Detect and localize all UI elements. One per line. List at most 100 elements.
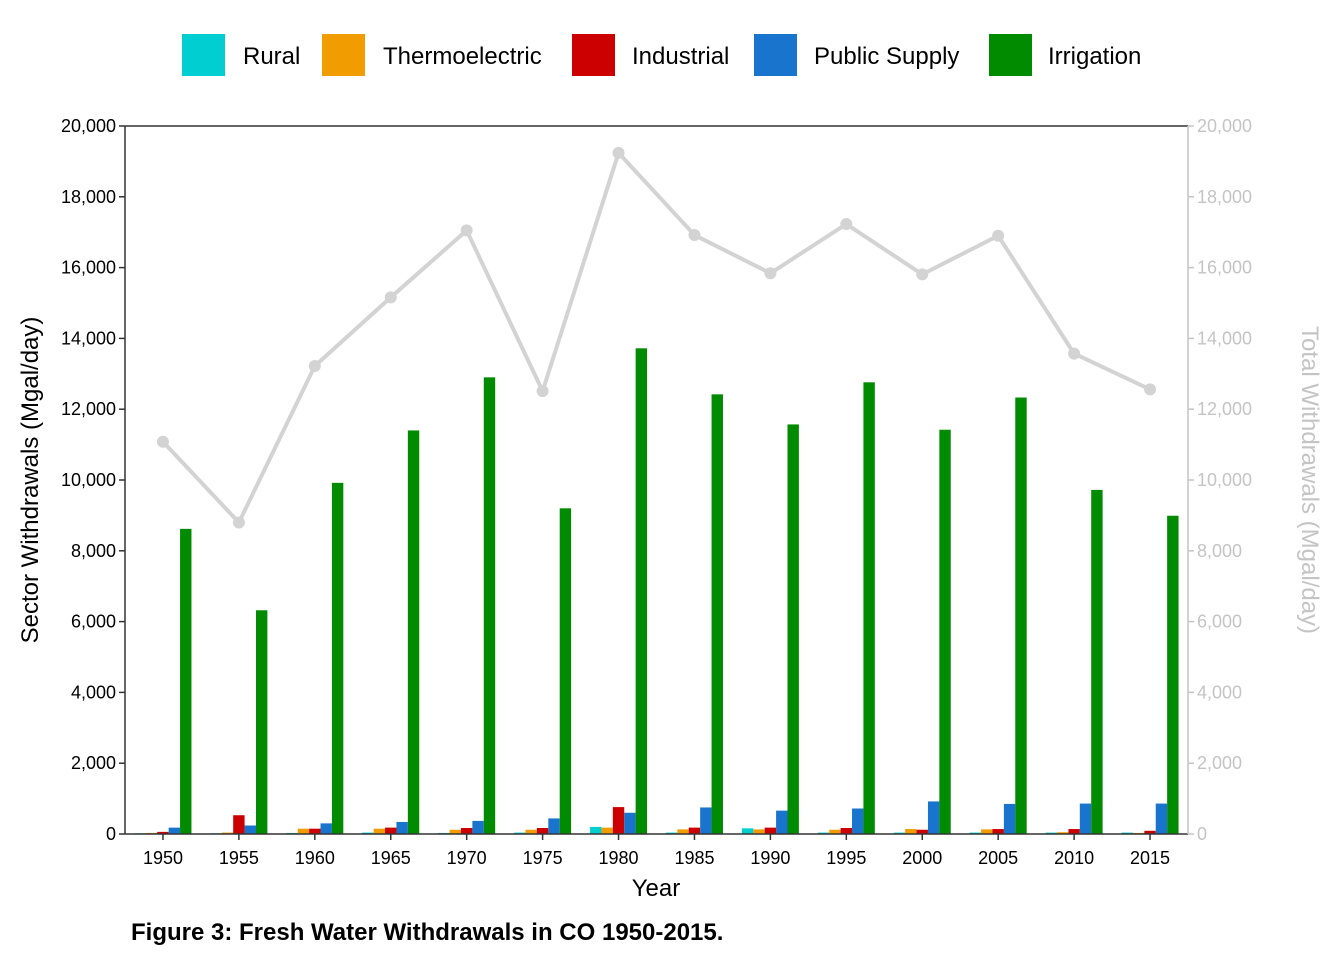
legend-label-rural: Rural xyxy=(243,43,300,70)
y-tick-label: 8,000 xyxy=(71,541,116,561)
bar-irrigation-1965 xyxy=(407,430,420,834)
bar-industrial-1960 xyxy=(309,828,321,834)
y2-tick-label: 20,000 xyxy=(1197,116,1252,136)
bar-industrial-1955 xyxy=(233,815,245,834)
bar-industrial-1995 xyxy=(840,827,853,834)
bar-public-supply-2015 xyxy=(1155,803,1168,834)
x-axis-title: Year xyxy=(632,875,681,902)
total-point-2005 xyxy=(992,229,1005,242)
x-tick-label-1970: 1970 xyxy=(447,848,487,868)
total-point-1950 xyxy=(156,435,169,448)
legend: Rural Thermoelectric Industrial Public S… xyxy=(182,34,1141,76)
x-tick-label-2005: 2005 xyxy=(978,848,1018,868)
bar-thermoelectric-1970 xyxy=(449,829,461,834)
bar-public-supply-1990 xyxy=(776,810,788,834)
x-tick-label-1995: 1995 xyxy=(826,848,866,868)
total-point-1970 xyxy=(460,224,473,237)
bar-industrial-2000 xyxy=(916,829,928,834)
y-tick-label: 20,000 xyxy=(61,116,116,136)
legend-swatch-industrial xyxy=(572,34,615,76)
bar-public-supply-2010 xyxy=(1079,803,1092,834)
axes-group: 0 0 2,000 2,000 4,000 4,000 6,000 6,000 8,000 8,0… xyxy=(61,116,1252,868)
bar-thermoelectric-1985 xyxy=(677,829,689,834)
bar-irrigation-1955 xyxy=(255,610,268,834)
y2-tick-label: 8,000 xyxy=(1197,541,1242,561)
bar-thermoelectric-1960 xyxy=(297,828,310,834)
bar-irrigation-2010 xyxy=(1091,489,1103,834)
x-tick-label-1975: 1975 xyxy=(523,848,563,868)
legend-swatch-public-supply xyxy=(754,34,797,76)
x-tick-label-2010: 2010 xyxy=(1054,848,1094,868)
bar-thermoelectric-2010 xyxy=(1057,832,1069,834)
x-tick-label-1965: 1965 xyxy=(371,848,411,868)
bar-public-supply-1950 xyxy=(168,827,181,834)
bar-public-supply-1955 xyxy=(244,825,256,834)
y2-tick-label: 6,000 xyxy=(1197,612,1242,632)
legend-swatch-thermoelectric xyxy=(322,34,365,76)
y-tick-label: 14,000 xyxy=(61,328,116,348)
total-point-1955 xyxy=(232,516,245,529)
bar-industrial-1985 xyxy=(688,827,701,834)
total-point-2015 xyxy=(1144,383,1157,396)
bar-industrial-2010 xyxy=(1068,829,1080,834)
bar-irrigation-1990 xyxy=(787,424,799,834)
total-point-1960 xyxy=(308,360,321,373)
y2-tick-label: 12,000 xyxy=(1197,399,1252,419)
bar-public-supply-1985 xyxy=(700,807,712,834)
bar-irrigation-2000 xyxy=(939,429,951,834)
bar-thermoelectric-1965 xyxy=(373,828,386,834)
y-tick-label: 12,000 xyxy=(61,399,116,419)
bar-public-supply-1965 xyxy=(396,821,408,834)
total-point-1965 xyxy=(384,291,397,304)
bar-industrial-1975 xyxy=(536,827,549,834)
bar-public-supply-1960 xyxy=(320,823,332,834)
x-tick-label-2015: 2015 xyxy=(1130,848,1170,868)
bar-thermoelectric-1995 xyxy=(829,829,841,834)
bar-public-supply-1980 xyxy=(624,812,636,834)
y-tick-label: 4,000 xyxy=(71,682,116,702)
y-tick-label: 6,000 xyxy=(71,612,116,632)
total-point-1995 xyxy=(840,218,853,231)
figure-caption: Figure 3: Fresh Water Withdrawals in CO … xyxy=(131,919,723,946)
y2-axis-title: Total Withdrawals (Mgal/day) xyxy=(1296,326,1323,634)
bar-irrigation-1975 xyxy=(559,508,572,834)
y-axis-title: Sector Withdrawals (Mgal/day) xyxy=(17,317,44,644)
y-tick-label: 10,000 xyxy=(61,470,116,490)
total-point-2000 xyxy=(916,268,929,281)
bars-group xyxy=(134,348,1179,834)
bar-industrial-1950 xyxy=(157,831,169,834)
y-tick-label: 18,000 xyxy=(61,187,116,207)
bar-irrigation-1950 xyxy=(180,528,192,834)
y-tick-label: 0 xyxy=(106,824,116,844)
bar-rural-1980 xyxy=(590,826,602,834)
bar-irrigation-1970 xyxy=(483,377,496,834)
bar-industrial-1970 xyxy=(460,827,473,834)
bar-public-supply-1970 xyxy=(472,820,484,834)
y-tick-label: 16,000 xyxy=(61,258,116,278)
x-tick-label-1985: 1985 xyxy=(674,848,714,868)
total-withdrawals-line xyxy=(161,150,1151,525)
y2-tick-label: 0 xyxy=(1197,824,1207,844)
y2-tick-label: 18,000 xyxy=(1197,187,1252,207)
y2-tick-label: 16,000 xyxy=(1197,258,1252,278)
total-point-2010 xyxy=(1068,347,1081,360)
total-point-1980 xyxy=(612,146,625,159)
legend-label-irrigation: Irrigation xyxy=(1048,43,1141,70)
bar-irrigation-1985 xyxy=(711,394,723,834)
bar-thermoelectric-2005 xyxy=(981,829,993,834)
x-tick-label-1990: 1990 xyxy=(750,848,790,868)
x-tick-label-2000: 2000 xyxy=(902,848,942,868)
legend-label-public-supply: Public Supply xyxy=(814,43,959,70)
y2-tick-label: 2,000 xyxy=(1197,753,1242,773)
bar-thermoelectric-2000 xyxy=(905,829,917,834)
bar-industrial-1990 xyxy=(764,827,777,834)
total-point-1990 xyxy=(764,267,777,280)
bar-public-supply-1975 xyxy=(548,818,560,834)
total-point-1975 xyxy=(536,385,549,398)
bar-thermoelectric-1990 xyxy=(753,829,765,834)
bar-irrigation-1960 xyxy=(331,482,344,834)
x-tick-label-1950: 1950 xyxy=(143,848,183,868)
bar-irrigation-2005 xyxy=(1015,397,1027,834)
bar-thermoelectric-1975 xyxy=(525,829,537,834)
